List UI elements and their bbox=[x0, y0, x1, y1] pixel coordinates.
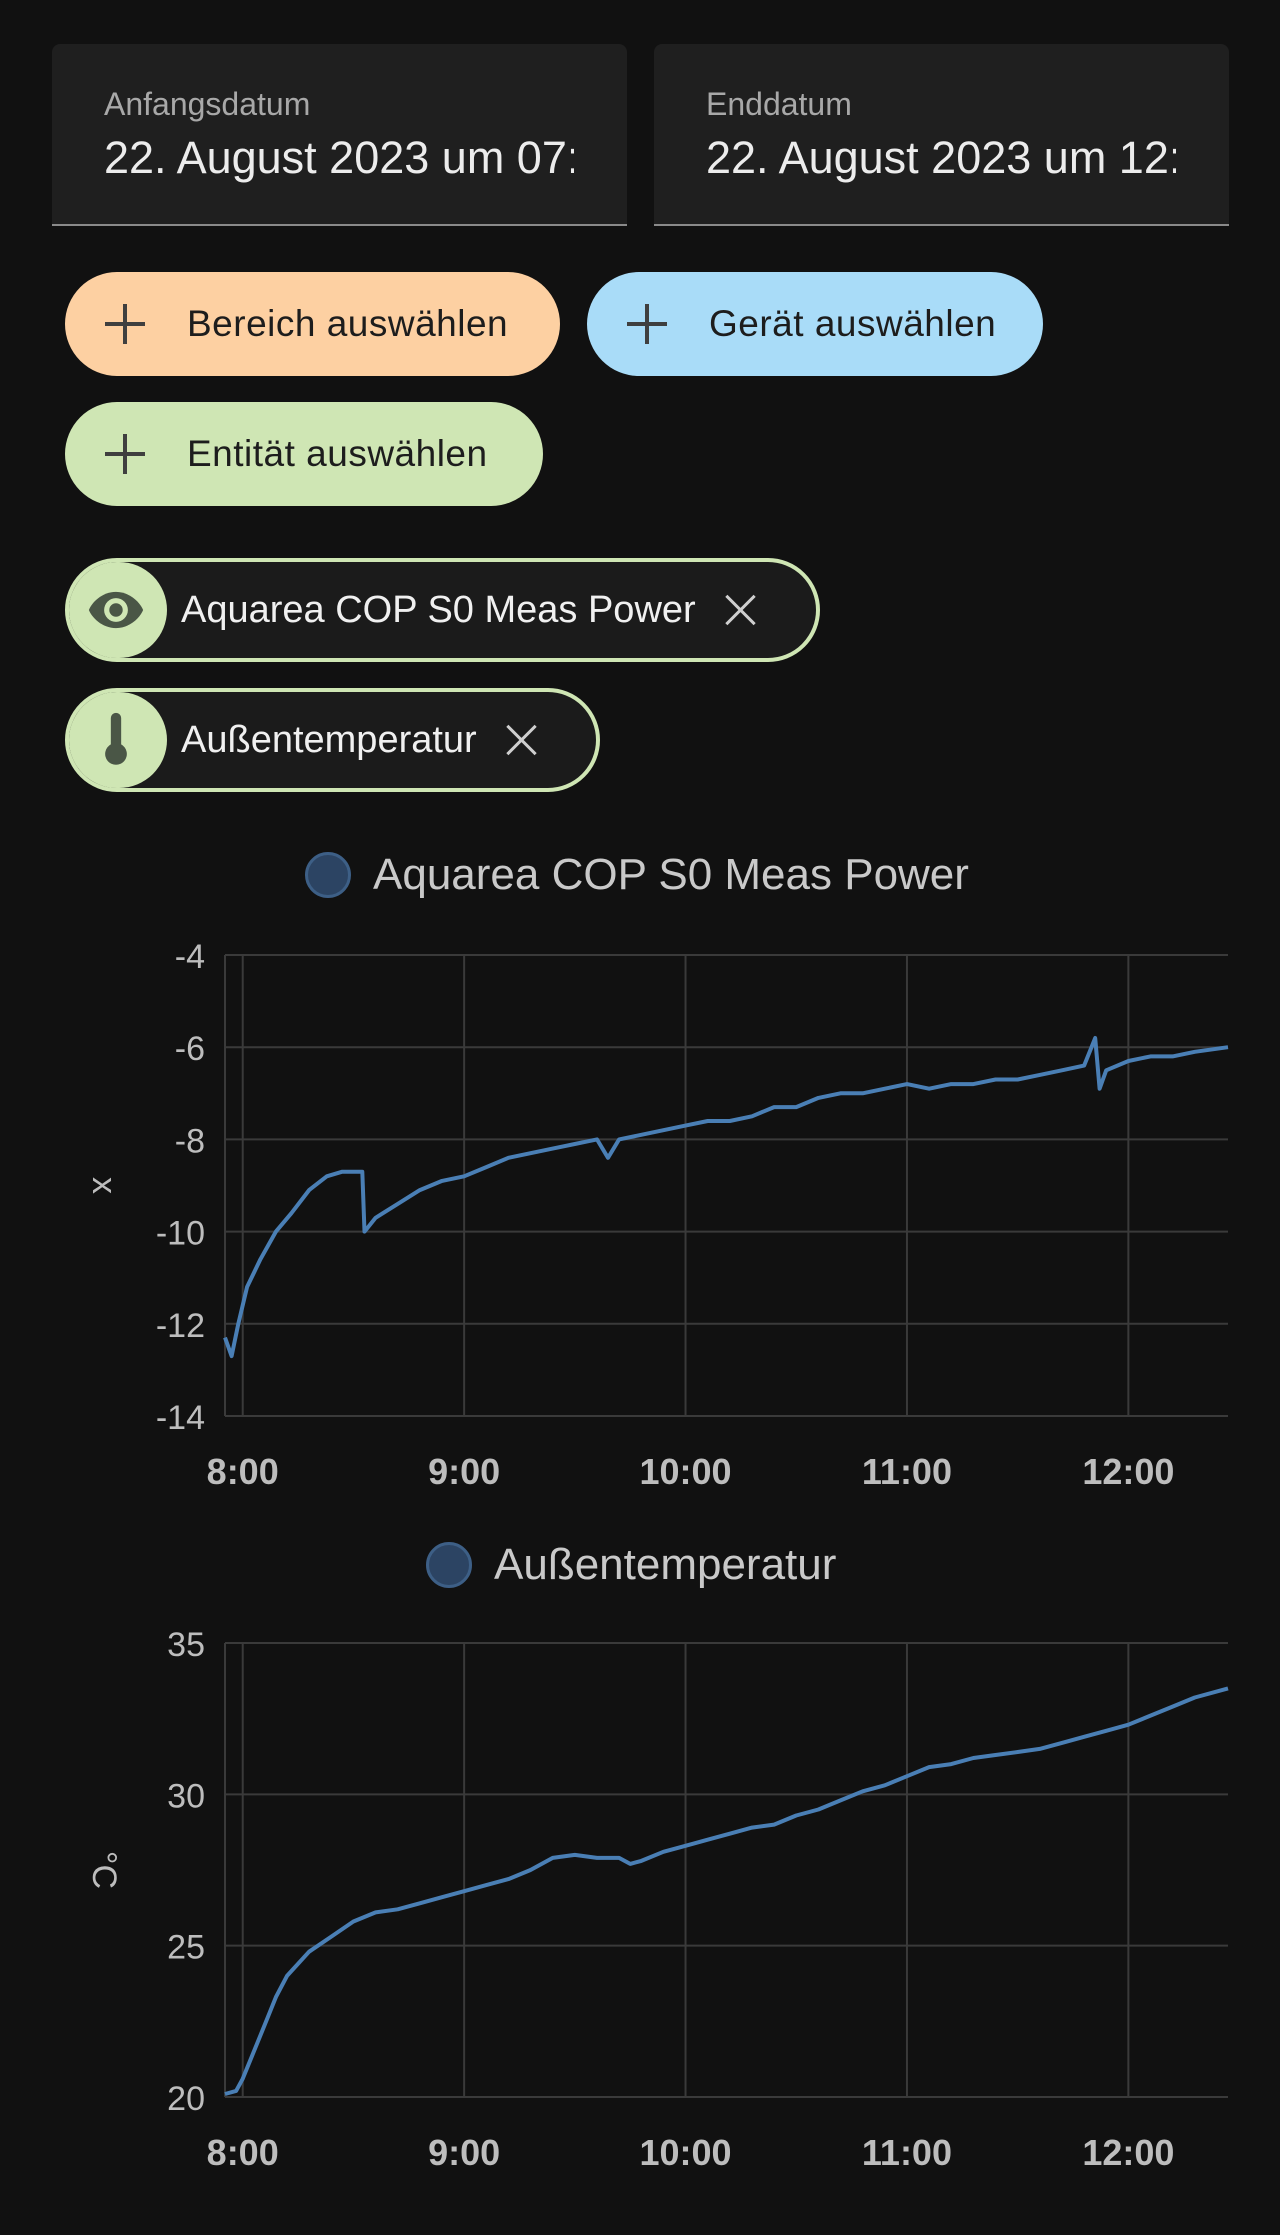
plus-icon bbox=[105, 434, 145, 474]
plus-icon bbox=[627, 304, 667, 344]
legend-dot bbox=[305, 852, 351, 898]
x-tick-label: 11:00 bbox=[862, 1451, 952, 1492]
y-tick-label: -6 bbox=[175, 1030, 205, 1068]
select-area-label: Bereich auswählen bbox=[187, 303, 509, 344]
remove-icon[interactable] bbox=[724, 593, 758, 627]
x-tick-label: 9:00 bbox=[428, 1451, 500, 1492]
series-line bbox=[223, 1036, 1229, 1359]
end-date-value: 22. August 2023 um 12:28 bbox=[706, 132, 1176, 183]
y-axis-label: x bbox=[85, 1177, 123, 1194]
eye-icon bbox=[69, 562, 167, 658]
chart-outdoor-temperature: 35 30 25 208:00 9:00 10:00 11:00 12:00 °C bbox=[85, 1626, 1229, 2173]
series-line bbox=[224, 1686, 1229, 2096]
chart2-legend-label: Außentemperatur bbox=[494, 1540, 837, 1589]
end-date-label: Enddatum bbox=[706, 86, 852, 122]
chart2-legend[interactable]: Außentemperatur bbox=[426, 1540, 836, 1590]
select-entity-button[interactable]: Entität auswählen bbox=[65, 402, 543, 506]
y-tick-label: 30 bbox=[167, 1777, 205, 1815]
entity-chip-label: Aquarea COP S0 Meas Power bbox=[181, 588, 696, 631]
y-tick-label: -8 bbox=[175, 1122, 205, 1160]
x-tick-label: 9:00 bbox=[428, 2132, 500, 2173]
thermometer-icon bbox=[69, 692, 167, 788]
y-tick-label: 25 bbox=[167, 1929, 205, 1967]
entity-chip-outdoor-temp[interactable]: Außentemperatur bbox=[65, 688, 600, 792]
y-tick-label: -10 bbox=[156, 1215, 205, 1253]
y-tick-label: 20 bbox=[167, 2080, 205, 2118]
y-tick-label: -12 bbox=[156, 1307, 205, 1345]
end-date-field[interactable]: Enddatum 22. August 2023 um 12:28 bbox=[654, 44, 1229, 226]
entity-chip-label: Außentemperatur bbox=[181, 718, 477, 761]
x-tick-label: 10:00 bbox=[639, 2132, 731, 2173]
select-area-button[interactable]: Bereich auswählen bbox=[65, 272, 560, 376]
chart-cop-power: -4 -6 -8 -10 -12 -148:00 9:00 10:00 11:00 12:00 x bbox=[85, 938, 1229, 1492]
x-tick-label: 8:00 bbox=[207, 1451, 279, 1492]
y-tick-label: 35 bbox=[167, 1626, 205, 1664]
legend-dot bbox=[426, 1542, 472, 1588]
x-tick-label: 12:00 bbox=[1082, 1451, 1174, 1492]
select-device-button[interactable]: Gerät auswählen bbox=[587, 272, 1043, 376]
select-device-label: Gerät auswählen bbox=[709, 303, 997, 344]
y-tick-label: -4 bbox=[175, 938, 205, 976]
plus-icon bbox=[105, 304, 145, 344]
y-tick-label: -14 bbox=[156, 1399, 205, 1437]
x-tick-label: 11:00 bbox=[862, 2132, 952, 2173]
start-date-label: Anfangsdatum bbox=[104, 86, 311, 122]
chart1-legend-label: Aquarea COP S0 Meas Power bbox=[373, 850, 969, 899]
start-date-field[interactable]: Anfangsdatum 22. August 2023 um 07:53 bbox=[52, 44, 627, 226]
y-axis-label: °C bbox=[85, 1851, 123, 1889]
remove-icon[interactable] bbox=[505, 723, 539, 757]
select-entity-label: Entität auswählen bbox=[187, 433, 488, 474]
x-tick-label: 10:00 bbox=[639, 1451, 731, 1492]
x-tick-label: 8:00 bbox=[207, 2132, 279, 2173]
start-date-value: 22. August 2023 um 07:53 bbox=[104, 132, 574, 183]
chart1-legend[interactable]: Aquarea COP S0 Meas Power bbox=[305, 850, 969, 900]
x-tick-label: 12:00 bbox=[1082, 2132, 1174, 2173]
entity-chip-cop-power[interactable]: Aquarea COP S0 Meas Power bbox=[65, 558, 820, 662]
